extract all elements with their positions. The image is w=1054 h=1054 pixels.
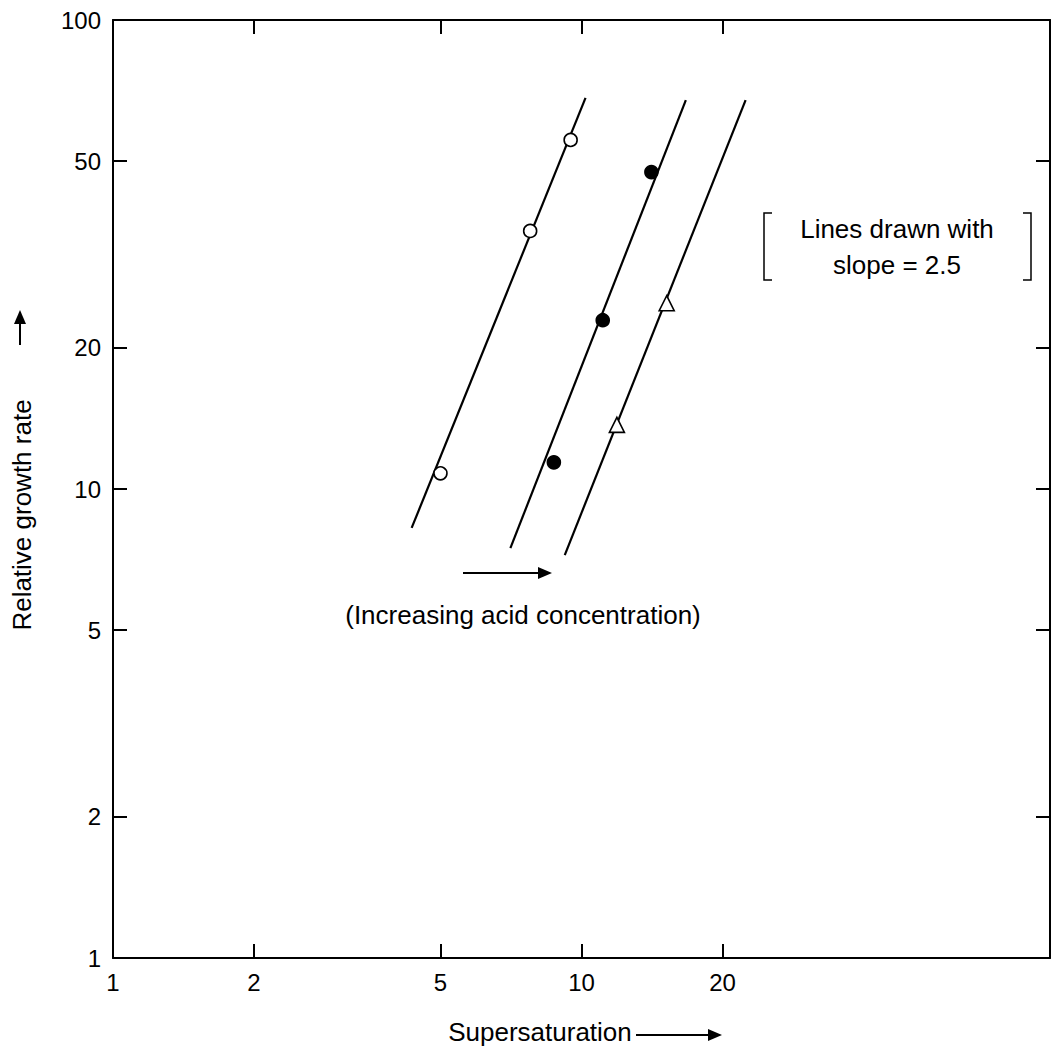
svg-text:20: 20 [74,334,101,361]
svg-text:10: 10 [74,476,101,503]
svg-text:50: 50 [74,148,101,175]
svg-text:Lines drawn with: Lines drawn with [800,214,994,244]
svg-text:slope = 2.5: slope = 2.5 [833,250,961,280]
svg-text:20: 20 [709,969,736,996]
svg-text:100: 100 [61,7,101,34]
svg-text:1: 1 [88,945,101,972]
svg-text:2: 2 [247,969,260,996]
svg-text:Relative growth rate: Relative growth rate [7,399,37,630]
svg-text:5: 5 [434,969,447,996]
svg-text:2: 2 [88,803,101,830]
svg-text:(Increasing acid concentration: (Increasing acid concentration) [345,600,701,630]
svg-text:10: 10 [568,969,595,996]
svg-text:Supersaturation: Supersaturation [448,1017,632,1047]
svg-text:5: 5 [88,617,101,644]
svg-text:1: 1 [106,969,119,996]
